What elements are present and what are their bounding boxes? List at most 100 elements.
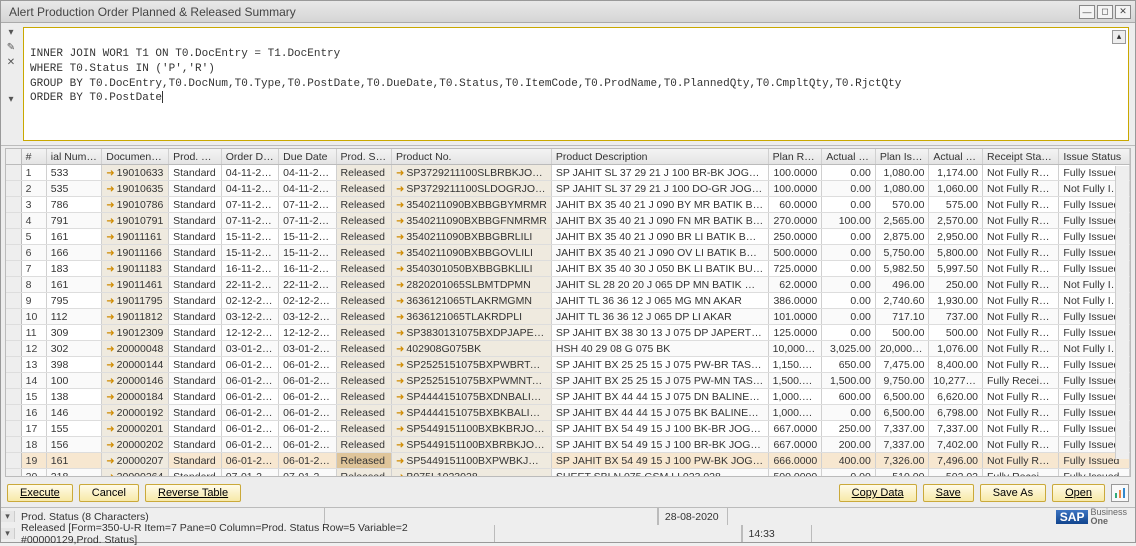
table-row[interactable]: 15138➜20000184Standard06-01-202006-01-20…: [6, 389, 1130, 405]
collapse-icon[interactable]: ▾: [8, 27, 13, 38]
save-button[interactable]: Save: [923, 484, 974, 502]
col-piss[interactable]: Plan Issue: [876, 149, 930, 164]
col-idx[interactable]: #: [22, 149, 47, 164]
cell-prodno[interactable]: ➜SP5449151100BXPWBKJOGERBOXRESLETING: [392, 453, 552, 468]
table-row[interactable]: 18156➜20000202Standard06-01-202006-01-20…: [6, 437, 1130, 453]
table-row[interactable]: 7183➜19011183Standard16-11-201916-11-201…: [6, 261, 1130, 277]
cell-docnum[interactable]: ➜19011461: [102, 277, 169, 292]
cell-prodno[interactable]: ➜SP3830131075BXDPJAPERTUJA: [392, 325, 552, 340]
cell-docnum[interactable]: ➜19011166: [102, 245, 169, 260]
cell-prodno[interactable]: ➜3540211090BXBBGOVLILI: [392, 245, 552, 260]
col-prec[interactable]: Plan Receipt: [769, 149, 823, 164]
cell-docnum[interactable]: ➜20000184: [102, 389, 169, 404]
cell-docnum[interactable]: ➜19011161: [102, 229, 169, 244]
table-row[interactable]: 20218➜20000264Standard07-01-202007-01-20…: [6, 469, 1130, 477]
col-docnum[interactable]: Document Number: [102, 149, 169, 164]
status-menu-icon[interactable]: ▾: [1, 511, 15, 522]
cell-prodno[interactable]: ➜3540211090BXBBGBYMRMR: [392, 197, 552, 212]
table-row[interactable]: 2535➜19010635Standard04-11-201904-11-201…: [6, 181, 1130, 197]
status-menu-icon-2[interactable]: ▾: [1, 528, 15, 539]
save-as-button[interactable]: Save As: [980, 484, 1046, 502]
cell-prodno[interactable]: ➜SP5449151100BXBKBRJOGERBOXRESLETING: [392, 421, 552, 436]
col-desc[interactable]: Product Description: [552, 149, 769, 164]
sql-scroll-up[interactable]: ▴: [1112, 30, 1126, 44]
cell-docnum[interactable]: ➜19010633: [102, 165, 169, 180]
cell-docnum[interactable]: ➜19011795: [102, 293, 169, 308]
cell-docnum[interactable]: ➜20000207: [102, 453, 169, 468]
row-selector[interactable]: [6, 229, 22, 244]
row-selector[interactable]: [6, 389, 22, 404]
cell-docnum[interactable]: ➜20000264: [102, 469, 169, 477]
cell-prodno[interactable]: ➜SP3729211100SLDOGRJOGERSPESIALMENU: [392, 181, 552, 196]
row-selector[interactable]: [6, 245, 22, 260]
cell-prodno[interactable]: ➜SP4444151075BXDNBALINESIA: [392, 389, 552, 404]
col-arec[interactable]: Actual Receipt: [822, 149, 876, 164]
col-pstat[interactable]: Prod. Status: [337, 149, 392, 164]
row-selector[interactable]: [6, 341, 22, 356]
col-aiss[interactable]: Actual Issue: [929, 149, 983, 164]
table-row[interactable]: 4791➜19010791Standard07-11-201907-11-201…: [6, 213, 1130, 229]
cell-prodno[interactable]: ➜3636121065TLAKRMGMN: [392, 293, 552, 308]
table-row[interactable]: 8161➜19011461Standard22-11-201922-11-201…: [6, 277, 1130, 293]
row-selector[interactable]: [6, 213, 22, 228]
row-selector[interactable]: [6, 293, 22, 308]
table-row[interactable]: 10112➜19011812Standard03-12-201903-12-20…: [6, 309, 1130, 325]
row-selector[interactable]: [6, 309, 22, 324]
table-row[interactable]: 6166➜19011166Standard15-11-201915-11-201…: [6, 245, 1130, 261]
cell-prodno[interactable]: ➜SP4444151075BXBKBALINESIA: [392, 405, 552, 420]
col-selector[interactable]: [6, 149, 22, 164]
cell-prodno[interactable]: ➜3540301050BXBBGBKLILI: [392, 261, 552, 276]
table-row[interactable]: 14100➜20000146Standard06-01-202006-01-20…: [6, 373, 1130, 389]
pencil-icon[interactable]: ✎: [7, 42, 15, 53]
cell-docnum[interactable]: ➜20000202: [102, 437, 169, 452]
cell-prodno[interactable]: ➜3636121065TLAKRDPLI: [392, 309, 552, 324]
row-selector[interactable]: [6, 405, 22, 420]
cell-docnum[interactable]: ➜20000144: [102, 357, 169, 372]
row-selector[interactable]: [6, 373, 22, 388]
cell-prodno[interactable]: ➜3540211090BXBBGBRLILI: [392, 229, 552, 244]
cell-docnum[interactable]: ➜19010635: [102, 181, 169, 196]
row-selector[interactable]: [6, 261, 22, 276]
row-selector[interactable]: [6, 469, 22, 477]
row-selector[interactable]: [6, 453, 22, 468]
clear-icon[interactable]: ✕: [7, 57, 15, 68]
table-row[interactable]: 11309➜19012309Standard12-12-201912-12-20…: [6, 325, 1130, 341]
cell-docnum[interactable]: ➜19011183: [102, 261, 169, 276]
row-selector[interactable]: [6, 325, 22, 340]
cell-docnum[interactable]: ➜20000201: [102, 421, 169, 436]
table-row[interactable]: 3786➜19010786Standard07-11-201907-11-201…: [6, 197, 1130, 213]
chart-icon[interactable]: [1111, 484, 1129, 502]
cell-prodno[interactable]: ➜B075L1023028: [392, 469, 552, 477]
row-selector[interactable]: [6, 277, 22, 292]
copy-data-button[interactable]: Copy Data: [839, 484, 917, 502]
table-row[interactable]: 13398➜20000144Standard06-01-202006-01-20…: [6, 357, 1130, 373]
col-prodno[interactable]: Product No.: [392, 149, 552, 164]
reverse-table-button[interactable]: Reverse Table: [145, 484, 241, 502]
table-row[interactable]: 12302➜20000048Standard03-01-202003-01-20…: [6, 341, 1130, 357]
col-ddate[interactable]: Due Date: [279, 149, 336, 164]
table-row[interactable]: 5161➜19011161Standard15-11-201915-11-201…: [6, 229, 1130, 245]
cell-docnum[interactable]: ➜19010786: [102, 197, 169, 212]
minimize-button[interactable]: —: [1079, 5, 1095, 19]
cell-prodno[interactable]: ➜SP2525151075BXPWBRTASSPUNBONDMMERAH: [392, 357, 552, 372]
cell-docnum[interactable]: ➜20000146: [102, 373, 169, 388]
row-selector[interactable]: [6, 437, 22, 452]
cell-docnum[interactable]: ➜19011812: [102, 309, 169, 324]
row-selector[interactable]: [6, 357, 22, 372]
table-row[interactable]: 16146➜20000192Standard06-01-202006-01-20…: [6, 405, 1130, 421]
row-selector[interactable]: [6, 181, 22, 196]
execute-button[interactable]: Execute: [7, 484, 73, 502]
cancel-button[interactable]: Cancel: [79, 484, 139, 502]
col-rstat[interactable]: Receipt Status: [983, 149, 1059, 164]
col-serial[interactable]: ial Number: [47, 149, 102, 164]
table-row[interactable]: 17155➜20000201Standard06-01-202006-01-20…: [6, 421, 1130, 437]
cell-prodno[interactable]: ➜SP3729211100SLBRBKJOGERSPESIALMENU: [392, 165, 552, 180]
table-row[interactable]: 19161➜20000207Standard06-01-202006-01-20…: [6, 453, 1130, 469]
table-row[interactable]: 1533➜19010633Standard04-11-201904-11-201…: [6, 165, 1130, 181]
row-selector[interactable]: [6, 421, 22, 436]
cell-prodno[interactable]: ➜402908G075BK: [392, 341, 552, 356]
cell-prodno[interactable]: ➜2820201065SLBMTDPMN: [392, 277, 552, 292]
col-ptype[interactable]: Prod. Type: [169, 149, 222, 164]
close-button[interactable]: ✕: [1115, 5, 1131, 19]
row-selector[interactable]: [6, 197, 22, 212]
